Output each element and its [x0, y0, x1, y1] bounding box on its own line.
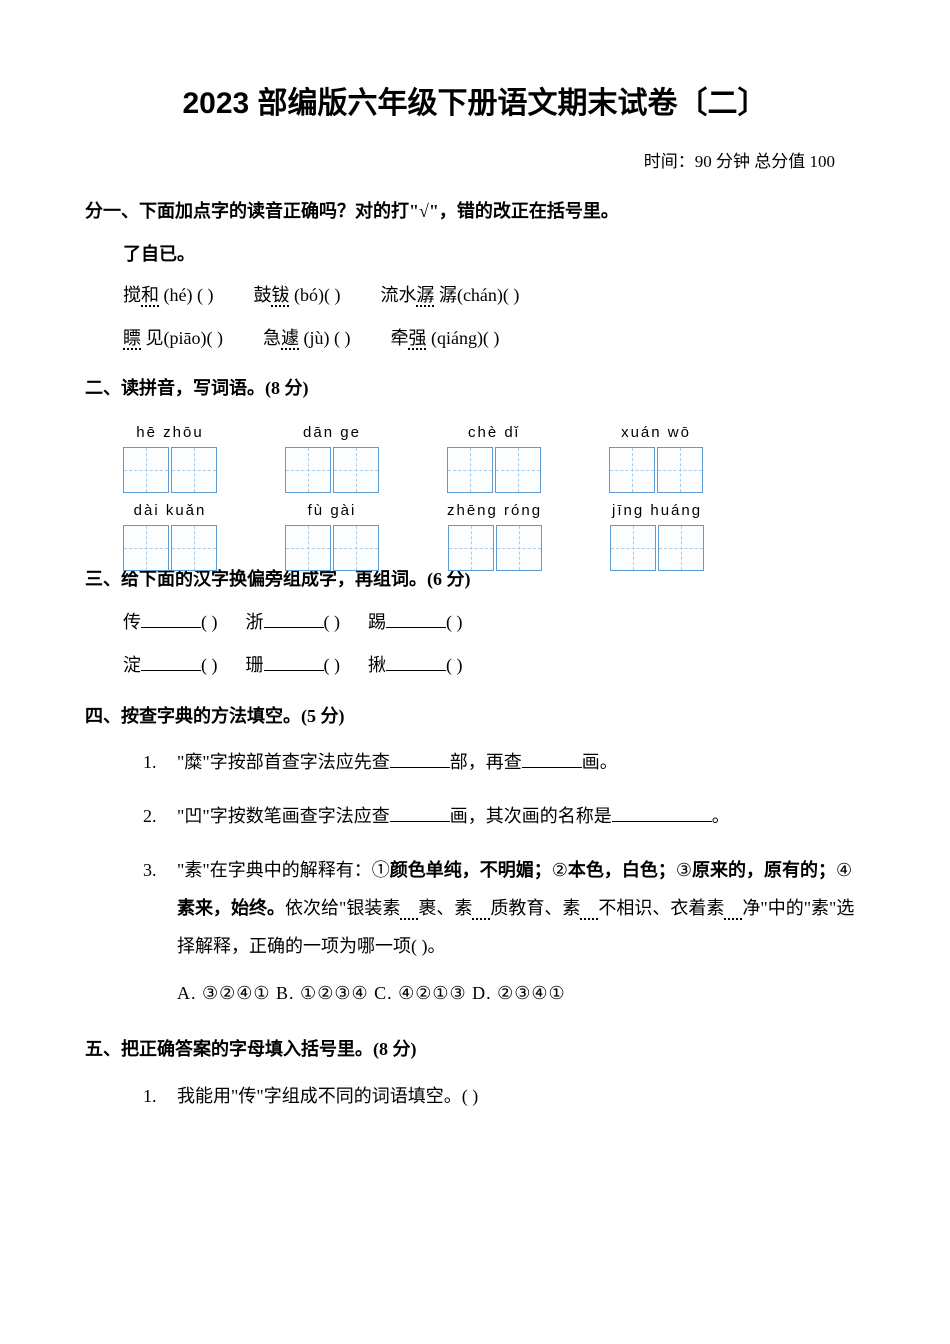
- list-content: "素"在字典中的解释有：①颜色单纯，不明媚；②本色，白色；③原来的，原有的；④素…: [177, 852, 865, 1013]
- section1-row1: 搅和 (hé) ( ) 鼓钹 (bó)( ) 流水潺 潺(chán)( ): [123, 281, 865, 310]
- pinyin-group: dài kuǎn: [123, 499, 217, 571]
- pinyin-row-1: dài kuǎn fù gài zhēng róng jīng huáng: [123, 499, 865, 571]
- s3-item: 踢( ): [368, 608, 463, 637]
- char-box: [333, 525, 379, 571]
- exam-subtitle: 时间：90 分钟 总分值 100: [85, 148, 865, 175]
- pinyin-label: chè dǐ: [468, 421, 520, 445]
- s1-item-2: 流水潺 潺(chán)( ): [380, 281, 519, 310]
- section1-sub: 了自已。: [123, 240, 865, 269]
- section4-list: 1. "糜"字按部首查字法应先查部，再查画。 2. "凹"字按数笔画查字法应查画…: [143, 744, 865, 1013]
- pinyin-label: dān ge: [303, 421, 361, 445]
- pinyin-label: zhēng róng: [447, 499, 542, 523]
- char-box: [495, 447, 541, 493]
- s1-item-1: 鼓钹 (bó)( ): [253, 281, 340, 310]
- pinyin-grid: hē zhōu dān ge chè dǐ xuán wō dài kuǎn f…: [123, 421, 865, 571]
- char-box: [657, 447, 703, 493]
- char-box: [496, 525, 542, 571]
- char-box: [171, 447, 217, 493]
- list-num: 2.: [143, 798, 177, 836]
- page-title: 2023 部编版六年级下册语文期末试卷〔二〕: [85, 80, 865, 128]
- section5-list: 1. 我能用"传"字组成不同的词语填空。( ): [143, 1078, 865, 1116]
- section1-heading: 分一、下面加点字的读音正确吗？对的打"√"，错的改正在括号里。: [85, 197, 865, 226]
- s5-q1: 1. 我能用"传"字组成不同的词语填空。( ): [143, 1078, 865, 1116]
- s3-item: 揪( ): [368, 651, 463, 680]
- s1-item-3: 瞟 见(piāo)( ): [123, 324, 223, 353]
- list-content: "凹"字按数笔画查字法应查画，其次画的名称是。: [177, 798, 865, 836]
- s3-item: 淀( ): [123, 651, 236, 680]
- list-num: 1.: [143, 1078, 177, 1116]
- char-box: [123, 447, 169, 493]
- section1-row2: 瞟 见(piāo)( ) 急遽 (jù) ( ) 牵强 (qiáng)( ): [123, 324, 865, 353]
- s3-item: 传( ): [123, 608, 236, 637]
- s1-item-0: 搅和 (hé) ( ): [123, 281, 213, 310]
- char-box: [447, 447, 493, 493]
- pinyin-group: xuán wō: [609, 421, 703, 493]
- char-box: [609, 447, 655, 493]
- s1-item-5: 牵强 (qiáng)( ): [390, 324, 499, 353]
- pinyin-row-0: hē zhōu dān ge chè dǐ xuán wō: [123, 421, 865, 493]
- char-box: [610, 525, 656, 571]
- char-box: [658, 525, 704, 571]
- char-box: [448, 525, 494, 571]
- pinyin-group: chè dǐ: [447, 421, 541, 493]
- s3-item: 浙( ): [246, 608, 359, 637]
- s4-q3: 3. "素"在字典中的解释有：①颜色单纯，不明媚；②本色，白色；③原来的，原有的…: [143, 852, 865, 1013]
- char-box: [123, 525, 169, 571]
- list-content: 我能用"传"字组成不同的词语填空。( ): [177, 1078, 865, 1116]
- s4-q2: 2. "凹"字按数笔画查字法应查画，其次画的名称是。: [143, 798, 865, 836]
- s4-q3-choices: A. ③②④① B. ①②③④ C. ④②①③ D. ②③④①: [177, 975, 865, 1013]
- section2-heading: 二、读拼音，写词语。(8 分): [85, 374, 865, 403]
- pinyin-label: jīng huáng: [612, 499, 702, 523]
- pinyin-group: zhēng róng: [447, 499, 542, 571]
- pinyin-group: fù gài: [285, 499, 379, 571]
- char-box: [333, 447, 379, 493]
- pinyin-group: jīng huáng: [610, 499, 704, 571]
- pinyin-label: xuán wō: [621, 421, 691, 445]
- pinyin-label: dài kuǎn: [134, 499, 207, 523]
- section5-heading: 五、把正确答案的字母填入括号里。(8 分): [85, 1035, 865, 1064]
- list-num: 1.: [143, 744, 177, 782]
- s4-q1: 1. "糜"字按部首查字法应先查部，再查画。: [143, 744, 865, 782]
- s1-item-4: 急遽 (jù) ( ): [263, 324, 350, 353]
- pinyin-group: dān ge: [285, 421, 379, 493]
- char-box: [171, 525, 217, 571]
- pinyin-label: hē zhōu: [136, 421, 203, 445]
- pinyin-group: hē zhōu: [123, 421, 217, 493]
- list-num: 3.: [143, 852, 177, 1013]
- list-content: "糜"字按部首查字法应先查部，再查画。: [177, 744, 865, 782]
- pinyin-label: fù gài: [308, 499, 357, 523]
- section4-heading: 四、按查字典的方法填空。(5 分): [85, 702, 865, 731]
- char-box: [285, 447, 331, 493]
- section3-row-0: 传( ) 浙( ) 踢( ): [123, 608, 865, 637]
- s3-item: 珊( ): [246, 651, 359, 680]
- section3-row-1: 淀( ) 珊( ) 揪( ): [123, 651, 865, 680]
- char-box: [285, 525, 331, 571]
